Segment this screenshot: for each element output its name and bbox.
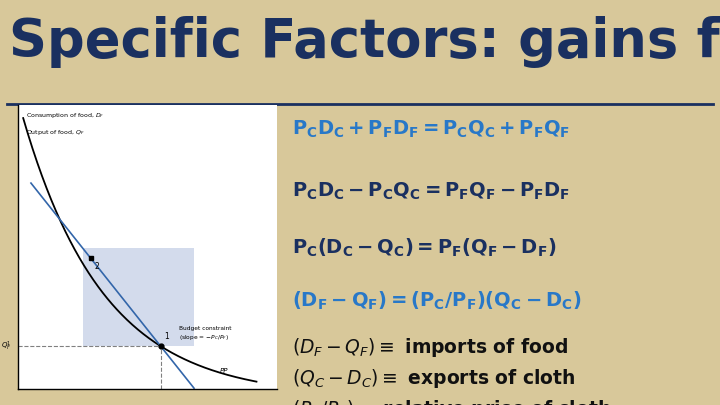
Text: $\mathbf{P_CD_C - P_CQ_C = P_FQ_F - P_FD_F}$: $\mathbf{P_CD_C - P_CQ_C = P_FQ_F - P_FD… [292, 180, 570, 202]
Text: 2: 2 [94, 262, 99, 271]
Text: Specific Factors: gains from trade: Specific Factors: gains from trade [9, 15, 720, 68]
Text: Budget constraint
(slope = $-P_C/P_F$): Budget constraint (slope = $-P_C/P_F$) [179, 326, 231, 342]
Text: $(P_C/P_F) \equiv$ relative price of cloth: $(P_C/P_F) \equiv$ relative price of clo… [292, 398, 611, 405]
Text: $\mathbf{(D_F - Q_F) = (P_C/P_F)(Q_C - D_C)}$: $\mathbf{(D_F - Q_F) = (P_C/P_F)(Q_C - D… [292, 290, 581, 312]
Bar [83, 248, 194, 346]
Text: 1: 1 [164, 332, 169, 341]
Text: Consumption of food, $D_F$: Consumption of food, $D_F$ [26, 111, 104, 120]
Text: Fig. 4-11: The Budget Constraint for a: Fig. 4-11: The Budget Constraint for a [18, 114, 269, 127]
Text: $\mathbf{P_CD_C + P_FD_F = P_CQ_C + P_FQ_F}$: $\mathbf{P_CD_C + P_FD_F = P_CQ_C + P_FQ… [292, 118, 570, 139]
Text: Output of food, $Q_F$: Output of food, $Q_F$ [26, 128, 85, 137]
Text: $Q_F^1$: $Q_F^1$ [1, 339, 12, 353]
Text: $\mathbf{P_C(D_C - Q_C) = P_F(Q_F - D_F)}$: $\mathbf{P_C(D_C - Q_C) = P_F(Q_F - D_F)… [292, 237, 556, 259]
Text: PP: PP [220, 368, 229, 374]
Text: $(D_F - Q_F) \equiv$ imports of food: $(D_F - Q_F) \equiv$ imports of food [292, 335, 567, 358]
Text: Trade: Trade [90, 161, 132, 174]
Text: $(Q_C - D_C) \equiv$ exports of cloth: $(Q_C - D_C) \equiv$ exports of cloth [292, 367, 575, 390]
Text: Trading Economy and Gains from: Trading Economy and Gains from [35, 137, 256, 150]
